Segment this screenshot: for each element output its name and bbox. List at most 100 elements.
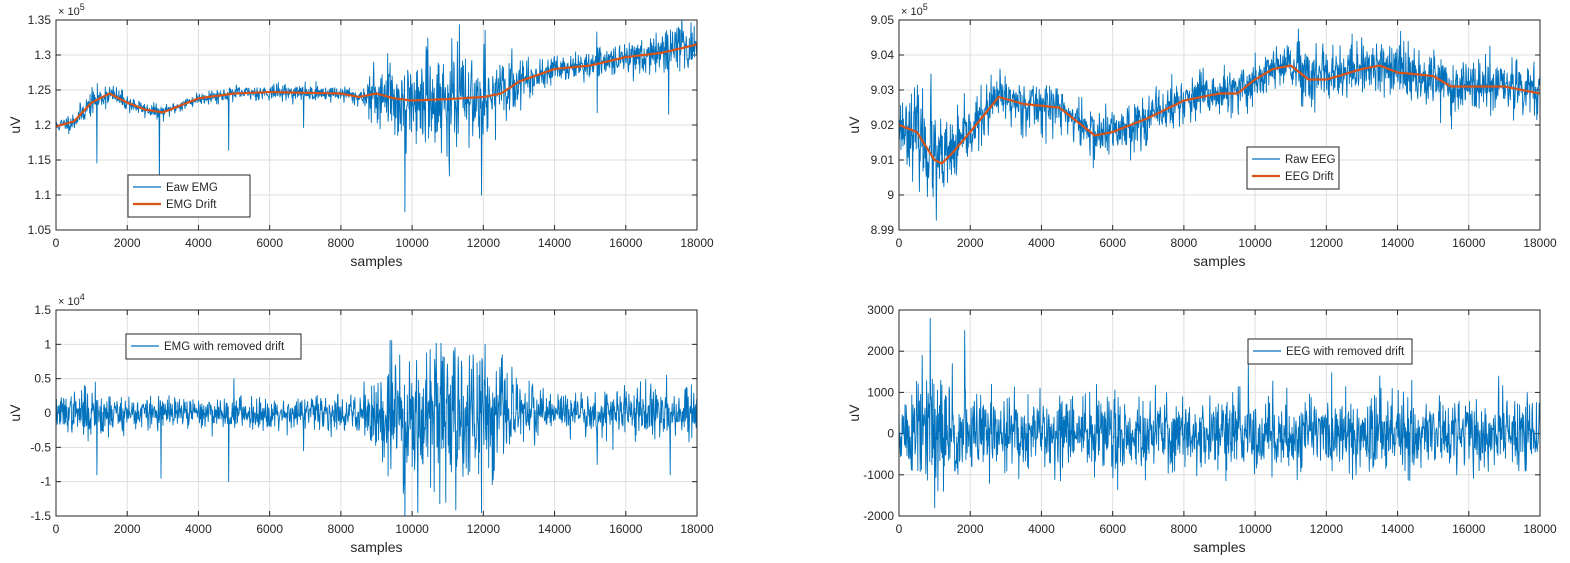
x-tick-label: 4000 (1028, 236, 1055, 250)
y-tick-label: 1.3 (34, 48, 51, 62)
x-tick-label: 16000 (1452, 522, 1486, 536)
axes-box (898, 309, 1541, 517)
series-line-emg-drift (56, 43, 697, 128)
y-tick-label: -1000 (863, 468, 894, 482)
legend-label: EEG Drift (1285, 171, 1334, 183)
x-tick-label: 14000 (1381, 522, 1415, 536)
x-tick-label: 18000 (680, 522, 714, 536)
y-tick-label: 9.01 (871, 153, 895, 167)
y-axis-label: uV (846, 116, 862, 134)
y-tick-label: 1.5 (34, 303, 51, 317)
y-axis-label: uV (846, 404, 862, 422)
y-tick-label: 1.25 (28, 83, 52, 97)
x-tick-label: 10000 (395, 522, 429, 536)
legend: Raw EEG EEG Drift (1246, 146, 1340, 190)
legend: EEG with removed drift (1247, 338, 1413, 365)
y-tick-label: 0.5 (34, 372, 51, 386)
x-tick-label: 10000 (1238, 236, 1272, 250)
x-tick-label: 6000 (1099, 522, 1126, 536)
x-tick-label: 12000 (467, 522, 501, 536)
axis-exponent: × 104 (58, 292, 85, 308)
x-tick-label: 4000 (1028, 522, 1055, 536)
x-tick-label: 8000 (328, 236, 355, 250)
series-line-raw-eeg (899, 28, 1540, 221)
legend: Eaw EMG EMG Drift (127, 174, 251, 218)
x-tick-label: 14000 (1381, 236, 1415, 250)
x-tick-label: 10000 (1238, 522, 1272, 536)
y-tick-label: 2000 (867, 344, 894, 358)
x-tick-label: 0 (53, 522, 60, 536)
subplot-3: 0 2000 4000 6000 8000 10000 12000 14000 16000 180… (7, 292, 714, 555)
x-axis-label: samples (350, 539, 402, 555)
series-line-eeg-drift (899, 64, 1540, 165)
legend-label: EMG with removed drift (164, 341, 285, 353)
y-tick-label: 9.03 (871, 83, 895, 97)
x-tick-label: 6000 (256, 236, 283, 250)
x-tick-label: 0 (896, 522, 903, 536)
y-tick-label: -2000 (863, 509, 894, 523)
x-tick-label: 0 (53, 236, 60, 250)
x-tick-label: 4000 (185, 236, 212, 250)
axis-exponent: × 105 (58, 2, 85, 18)
subplot-1: 0 2000 4000 6000 8000 10000 12000 14000 16000 180… (7, 2, 714, 269)
y-tick-label: 1000 (867, 385, 894, 399)
x-tick-label: 2000 (957, 236, 984, 250)
y-tick-label: 1.1 (34, 188, 51, 202)
x-tick-label: 2000 (114, 522, 141, 536)
x-tick-label: 14000 (538, 236, 572, 250)
x-tick-label: 12000 (1310, 522, 1344, 536)
series-line-eaw-emg (56, 20, 697, 213)
y-axis-label: uV (7, 116, 23, 134)
x-axis-label: samples (1193, 539, 1245, 555)
series-line-emg-with-removed-drift (56, 339, 697, 516)
x-tick-label: 2000 (957, 522, 984, 536)
y-tick-label: 1.15 (28, 153, 52, 167)
y-tick-label: -0.5 (30, 440, 51, 454)
subplot-4: 0 2000 4000 6000 8000 10000 12000 14000 16000 180… (846, 303, 1557, 555)
y-tick-label: -1 (40, 475, 51, 489)
x-tick-label: 2000 (114, 236, 141, 250)
x-axis-label: samples (350, 253, 402, 269)
axes-box (55, 19, 698, 231)
x-tick-label: 16000 (1452, 236, 1486, 250)
y-tick-label: 1.05 (28, 223, 52, 237)
x-tick-label: 8000 (1171, 522, 1198, 536)
y-tick-label: 0 (887, 427, 894, 441)
axis-exponent: × 105 (901, 2, 928, 18)
x-tick-label: 8000 (1171, 236, 1198, 250)
x-tick-label: 8000 (328, 522, 355, 536)
x-tick-label: 0 (896, 236, 903, 250)
y-tick-label: 8.99 (871, 223, 895, 237)
x-tick-label: 10000 (395, 236, 429, 250)
x-tick-label: 18000 (680, 236, 714, 250)
x-tick-label: 16000 (609, 522, 643, 536)
y-axis-label: uV (7, 404, 23, 422)
legend: EMG with removed drift (125, 333, 302, 360)
x-tick-label: 4000 (185, 522, 212, 536)
y-tick-label: -1.5 (30, 509, 51, 523)
y-tick-label: 9.04 (871, 48, 895, 62)
axes-box (55, 309, 698, 517)
x-tick-label: 12000 (1310, 236, 1344, 250)
x-tick-label: 6000 (1099, 236, 1126, 250)
y-tick-label: 1.35 (28, 13, 52, 27)
axes-box (898, 19, 1541, 231)
y-tick-label: 1 (44, 337, 51, 351)
legend-label: Raw EEG (1285, 154, 1336, 166)
legend-label: EMG Drift (166, 199, 217, 211)
x-tick-label: 14000 (538, 522, 572, 536)
series-line-eeg-with-removed-drift (899, 317, 1540, 509)
legend-label: Eaw EMG (166, 182, 218, 194)
y-tick-label: 1.2 (34, 118, 51, 132)
y-tick-label: 9.02 (871, 118, 895, 132)
legend-box (1246, 146, 1340, 190)
x-tick-label: 16000 (609, 236, 643, 250)
y-tick-label: 3000 (867, 303, 894, 317)
x-axis-label: samples (1193, 253, 1245, 269)
legend-label: EEG with removed drift (1286, 346, 1405, 358)
legend-box (127, 174, 251, 218)
x-tick-label: 12000 (467, 236, 501, 250)
y-tick-label: 9.05 (871, 13, 895, 27)
x-tick-label: 6000 (256, 522, 283, 536)
